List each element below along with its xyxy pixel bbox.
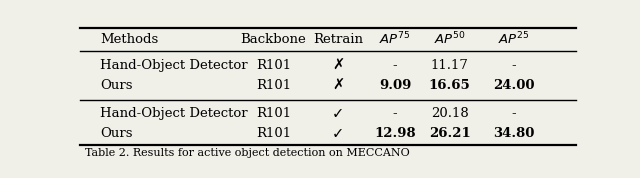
Text: 34.80: 34.80 — [493, 127, 534, 140]
Text: R101: R101 — [256, 79, 291, 92]
Text: $AP^{50}$: $AP^{50}$ — [434, 31, 465, 48]
Text: 26.21: 26.21 — [429, 127, 470, 140]
Text: 20.18: 20.18 — [431, 107, 468, 120]
Text: 11.17: 11.17 — [431, 59, 468, 72]
Text: Retrain: Retrain — [313, 33, 363, 46]
Text: Methods: Methods — [100, 33, 158, 46]
Text: Backbone: Backbone — [241, 33, 307, 46]
Text: -: - — [512, 107, 516, 120]
Text: -: - — [393, 107, 397, 120]
Text: Hand-Object Detector: Hand-Object Detector — [100, 107, 248, 120]
Text: 24.00: 24.00 — [493, 79, 535, 92]
Text: Ours: Ours — [100, 127, 132, 140]
Text: ✓: ✓ — [332, 126, 344, 141]
Text: ✓: ✓ — [332, 106, 344, 121]
Text: Ours: Ours — [100, 79, 132, 92]
Text: Table 2. Results for active object detection on MECCANO: Table 2. Results for active object detec… — [85, 148, 410, 158]
Text: 12.98: 12.98 — [374, 127, 416, 140]
Text: ✗: ✗ — [332, 58, 344, 73]
Text: Hand-Object Detector: Hand-Object Detector — [100, 59, 248, 72]
Text: -: - — [512, 59, 516, 72]
Text: $AP^{75}$: $AP^{75}$ — [380, 31, 411, 48]
Text: R101: R101 — [256, 127, 291, 140]
Text: ✗: ✗ — [332, 78, 344, 93]
Text: R101: R101 — [256, 59, 291, 72]
Text: -: - — [393, 59, 397, 72]
Text: 16.65: 16.65 — [429, 79, 470, 92]
Text: 9.09: 9.09 — [379, 79, 411, 92]
Text: $AP^{25}$: $AP^{25}$ — [499, 31, 530, 48]
Text: R101: R101 — [256, 107, 291, 120]
